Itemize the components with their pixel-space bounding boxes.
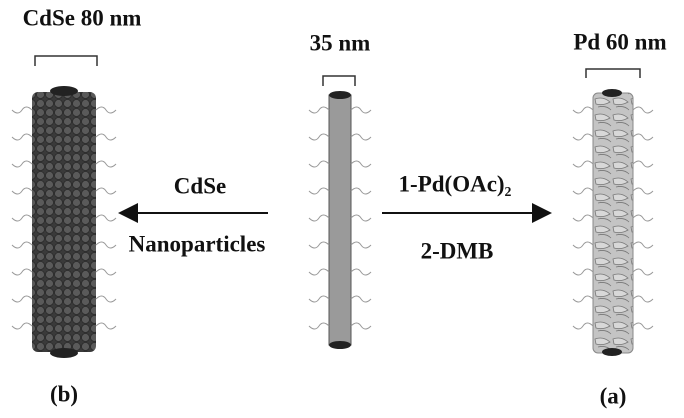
ligand	[309, 134, 329, 140]
ligand	[351, 161, 371, 167]
ligand	[309, 323, 329, 329]
ligand	[633, 242, 653, 248]
ligand	[96, 242, 116, 248]
ligand	[633, 161, 653, 167]
pd-nanorod	[593, 89, 633, 356]
ligand	[309, 296, 329, 302]
ligand	[633, 215, 653, 221]
arrow-label: 1-Pd(OAc)₂	[399, 171, 512, 196]
ligand	[351, 215, 371, 221]
ligand	[12, 296, 32, 302]
ligand	[12, 269, 32, 275]
ligand	[96, 215, 116, 221]
ligand	[12, 188, 32, 194]
ligand	[633, 323, 653, 329]
scale-label: CdSe 80 nm	[23, 5, 142, 30]
ligand	[96, 134, 116, 140]
panel-label: (a)	[600, 383, 627, 408]
scale-bar	[323, 76, 355, 86]
ligand	[351, 296, 371, 302]
cdse-nanorod	[32, 86, 96, 358]
ligand	[96, 323, 116, 329]
ligand	[96, 161, 116, 167]
ligand	[309, 242, 329, 248]
ligand	[633, 134, 653, 140]
arrow-label: CdSe	[174, 173, 226, 198]
ligand	[351, 134, 371, 140]
ligand	[351, 269, 371, 275]
template-nanorod	[329, 91, 351, 349]
ligand	[12, 134, 32, 140]
arrow-label: 2-DMB	[421, 238, 494, 263]
scale-label: Pd 60 nm	[573, 29, 666, 54]
ligand	[12, 323, 32, 329]
ligand	[351, 188, 371, 194]
ligand	[573, 296, 593, 302]
ligand	[309, 188, 329, 194]
ligand	[309, 161, 329, 167]
ligand	[573, 215, 593, 221]
ligand	[573, 188, 593, 194]
ligand	[309, 269, 329, 275]
ligand	[351, 107, 371, 113]
ligand	[96, 188, 116, 194]
ligand	[573, 107, 593, 113]
scale-bar	[35, 56, 97, 66]
ligand	[12, 242, 32, 248]
ligand	[351, 242, 371, 248]
ligand	[96, 269, 116, 275]
ligand	[573, 269, 593, 275]
ligand	[12, 161, 32, 167]
ligand	[12, 215, 32, 221]
ligand	[633, 269, 653, 275]
ligand	[96, 107, 116, 113]
ligand	[309, 107, 329, 113]
ligand	[309, 215, 329, 221]
ligand	[96, 296, 116, 302]
ligand	[633, 107, 653, 113]
figure: CdSe 80 nm 35 nm Pd 60 nm CdSe Nanoparti…	[0, 0, 684, 418]
ligand	[573, 323, 593, 329]
ligand	[12, 107, 32, 113]
ligand	[351, 323, 371, 329]
panel-label: (b)	[50, 381, 78, 406]
ligand	[573, 134, 593, 140]
ligand	[633, 296, 653, 302]
scale-label: 35 nm	[310, 30, 371, 55]
ligand	[573, 242, 593, 248]
arrow-label: Nanoparticles	[129, 231, 266, 256]
ligand	[573, 161, 593, 167]
ligand	[633, 188, 653, 194]
scale-bar	[586, 69, 640, 78]
